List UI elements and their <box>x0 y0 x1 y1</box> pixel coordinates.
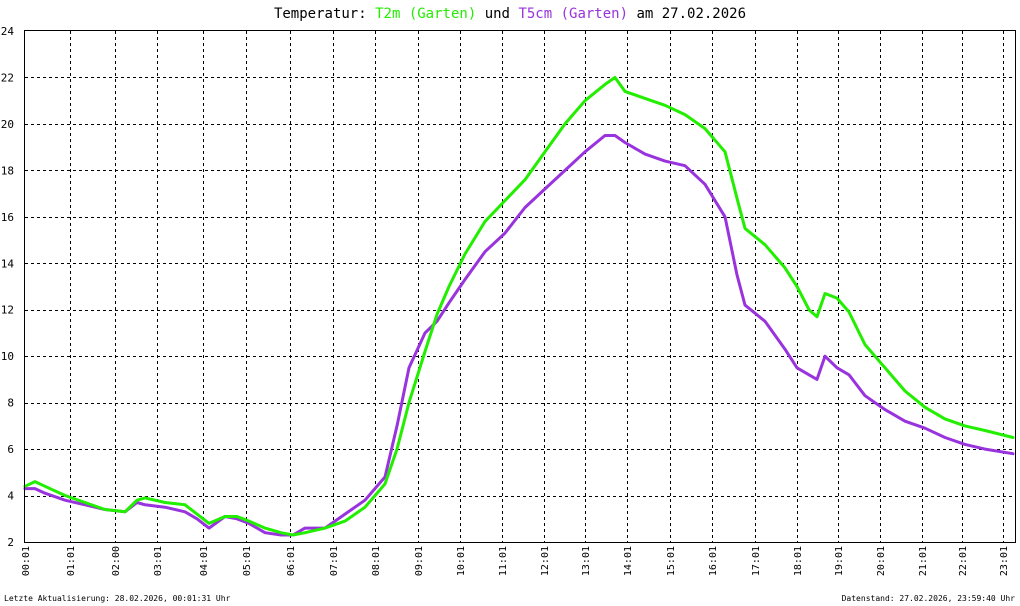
y-tick-label: 12 <box>1 304 14 317</box>
x-tick-labels: 00:01 01:01 02:00 03:01 04:01 05:01 06:01 07:01… <box>21 546 1010 576</box>
x-tick-label: 15:01 <box>666 546 677 576</box>
y-tick-label: 6 <box>7 443 14 456</box>
series-line-t2m <box>23 76 1015 537</box>
x-tick-label: 10:01 <box>456 546 467 576</box>
y-tick-label: 4 <box>7 490 14 503</box>
y-tick-label: 10 <box>1 350 14 363</box>
series-layer <box>23 76 1015 537</box>
x-tick-label: 04:01 <box>199 546 210 576</box>
x-tick-label: 03:01 <box>153 546 164 576</box>
x-tick-label: 13:01 <box>581 546 592 576</box>
plot-frame <box>24 30 1016 543</box>
grid-lines <box>25 31 1015 542</box>
x-tick-label: 08:01 <box>371 546 382 576</box>
y-tick-label: 2 <box>7 536 14 549</box>
x-tick-label: 07:01 <box>329 546 340 576</box>
x-tick-label: 01:01 <box>66 546 77 576</box>
y-tick-label: 24 <box>1 25 15 38</box>
x-tick-label: 23:01 <box>999 546 1010 576</box>
y-tick-label: 22 <box>1 71 14 84</box>
x-tick-label: 02:00 <box>111 546 122 576</box>
title-date: am 27.02.2026 <box>636 6 746 22</box>
chart-title: Temperatur: T2m (Garten) und T5cm (Garte… <box>274 6 746 22</box>
y-tick-label: 20 <box>1 118 14 131</box>
x-tick-label: 09:01 <box>414 546 425 576</box>
y-tick-label: 8 <box>7 397 14 410</box>
x-tick-label: 19:01 <box>834 546 845 576</box>
x-tick-label: 00:01 <box>21 546 32 576</box>
title-series-t2m: T2m (Garten) <box>375 6 476 22</box>
x-tick-label: 06:01 <box>286 546 297 576</box>
x-tick-label: 17:01 <box>751 546 762 576</box>
x-tick-label: 11:01 <box>498 546 509 576</box>
title-series-t5cm: T5cm (Garten) <box>518 6 628 22</box>
title-prefix: Temperatur: <box>274 6 367 22</box>
x-tick-label: 20:01 <box>876 546 887 576</box>
y-tick-label: 14 <box>1 257 15 270</box>
footer-data-status: Datenstand: 27.02.2026, 23:59:40 Uhr <box>842 594 1016 603</box>
y-tick-label: 18 <box>1 164 14 177</box>
footer-last-update: Letzte Aktualisierung: 28.02.2026, 00:01… <box>4 594 231 603</box>
x-tick-label: 18:01 <box>793 546 804 576</box>
x-tick-label: 22:01 <box>958 546 969 576</box>
x-tick-label: 05:01 <box>242 546 253 576</box>
x-tick-label: 12:01 <box>540 546 551 576</box>
x-tick-label: 16:01 <box>708 546 719 576</box>
x-tick-label: 21:01 <box>918 546 929 576</box>
x-tick-label: 14:01 <box>623 546 634 576</box>
title-conjunction: und <box>485 6 510 22</box>
y-tick-label: 16 <box>1 211 14 224</box>
series-line-t5cm <box>23 134 1015 537</box>
